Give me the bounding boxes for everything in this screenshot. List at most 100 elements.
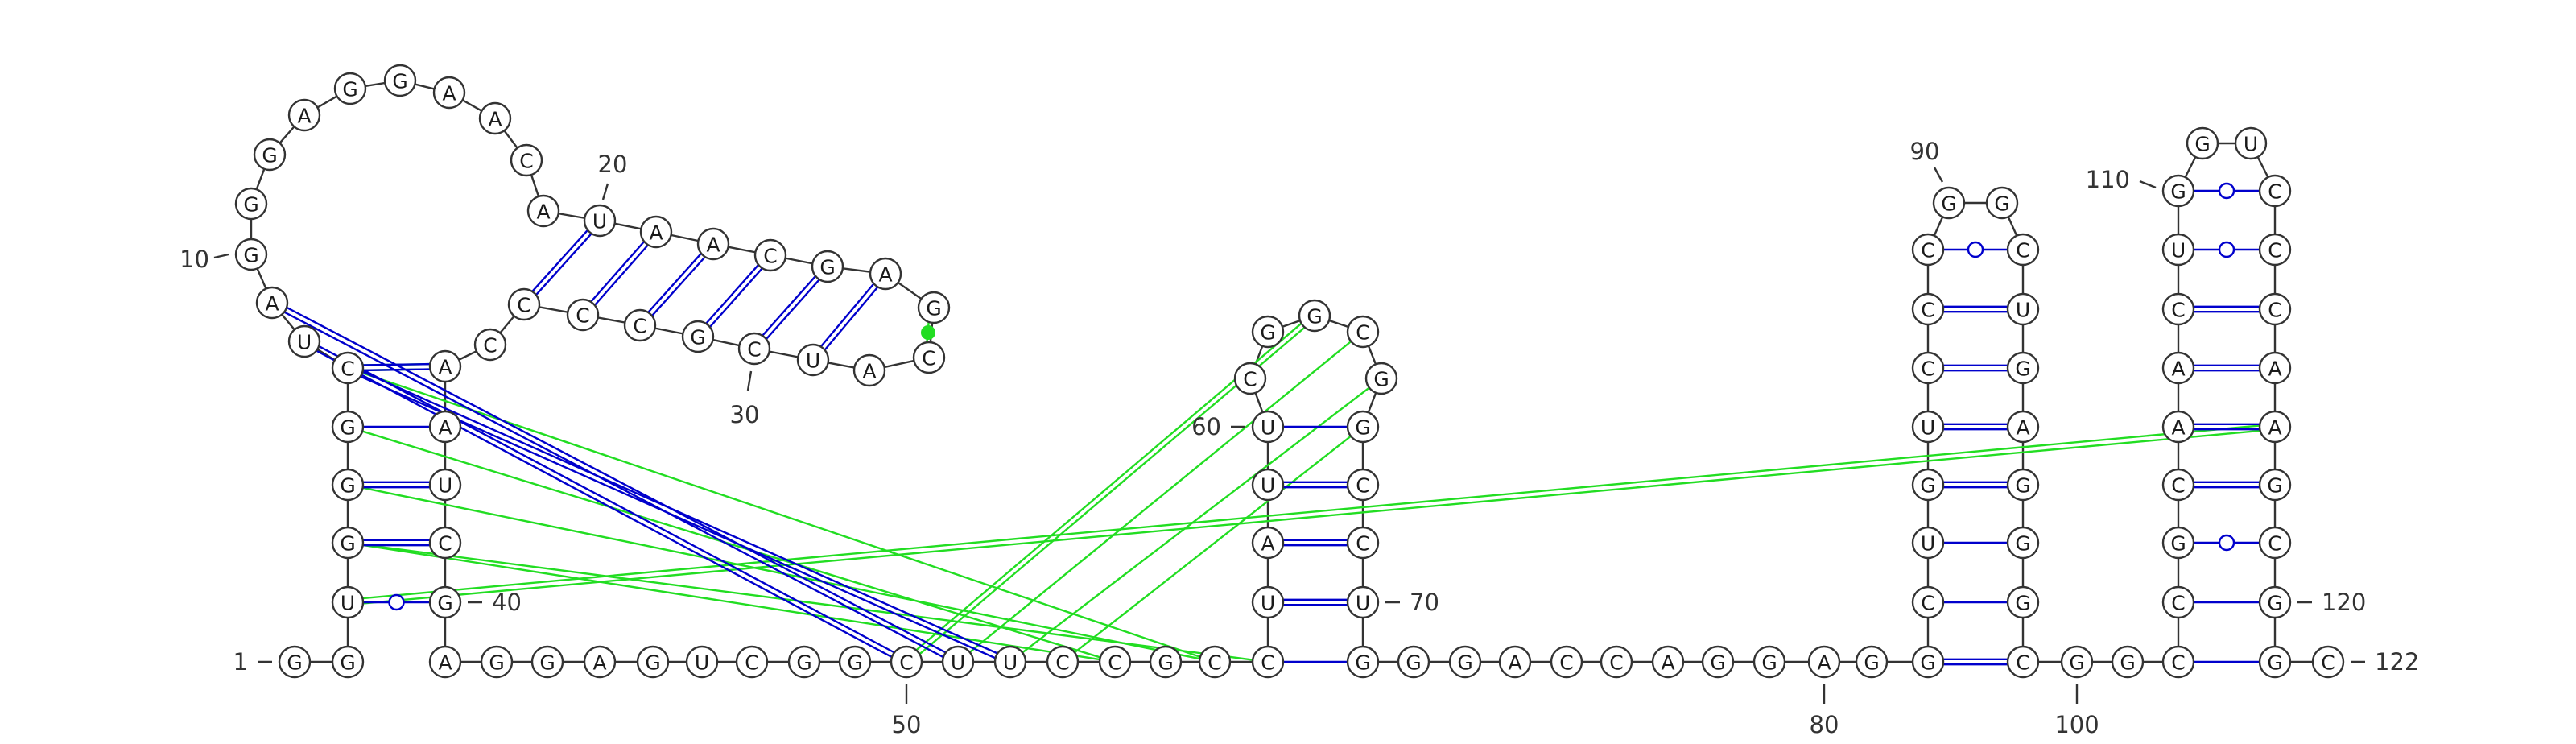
nucleotide-7: C bbox=[331, 351, 365, 385]
svg-text:C: C bbox=[747, 338, 761, 362]
nucleotide-94: G bbox=[2006, 351, 2040, 385]
nucleotide-120: G bbox=[2258, 585, 2292, 619]
svg-text:C: C bbox=[2268, 239, 2281, 262]
nucleotide-64: G bbox=[1298, 299, 1331, 333]
position-label-10: 10 bbox=[180, 246, 229, 273]
nucleotide-74: A bbox=[1498, 645, 1532, 679]
svg-text:G: G bbox=[2015, 474, 2030, 498]
svg-text:A: A bbox=[1261, 532, 1274, 556]
nucleotide-21: A bbox=[639, 215, 673, 249]
nucleotide-22: A bbox=[696, 227, 730, 261]
nucleotide-50: C bbox=[890, 645, 923, 679]
position-label-80: 80 bbox=[1810, 684, 1839, 738]
svg-text:A: A bbox=[649, 221, 663, 245]
svg-text:A: A bbox=[706, 234, 720, 257]
svg-text:U: U bbox=[1921, 416, 1935, 440]
svg-text:70: 70 bbox=[1410, 589, 1439, 616]
nucleotide-75: C bbox=[1550, 645, 1583, 679]
nucleotide-24: G bbox=[811, 250, 844, 283]
svg-text:C: C bbox=[483, 334, 497, 358]
nucleotide-35: C bbox=[473, 328, 507, 362]
nucleotide-61: U bbox=[1251, 410, 1285, 444]
svg-text:G: G bbox=[2267, 651, 2282, 675]
svg-text:G: G bbox=[2267, 592, 2282, 615]
svg-text:C: C bbox=[899, 651, 913, 675]
nucleotide-41: A bbox=[428, 645, 462, 679]
svg-text:60: 60 bbox=[1191, 413, 1221, 440]
nucleotide-81: G bbox=[1855, 645, 1889, 679]
svg-text:C: C bbox=[745, 651, 758, 675]
nucleotide-52: U bbox=[993, 645, 1027, 679]
svg-text:U: U bbox=[438, 474, 452, 498]
svg-text:A: A bbox=[1508, 651, 1521, 675]
nucleotide-80: A bbox=[1807, 645, 1841, 679]
nucleotide-11: G bbox=[234, 187, 268, 221]
svg-text:A: A bbox=[2171, 416, 2185, 440]
nucleotide-47: C bbox=[735, 645, 769, 679]
svg-text:G: G bbox=[340, 532, 355, 556]
svg-text:120: 120 bbox=[2322, 589, 2366, 616]
svg-text:U: U bbox=[592, 210, 607, 234]
base-pair-108-115 bbox=[2194, 305, 2260, 313]
nucleotide-89: C bbox=[1911, 233, 1945, 267]
svg-text:C: C bbox=[1261, 651, 1274, 675]
base-pair-110-113 bbox=[2194, 182, 2260, 200]
svg-text:U: U bbox=[1261, 416, 1275, 440]
svg-text:U: U bbox=[1921, 532, 1935, 556]
svg-text:U: U bbox=[297, 331, 312, 354]
base-pair-4-39 bbox=[363, 539, 430, 547]
svg-text:A: A bbox=[2016, 416, 2029, 440]
svg-text:C: C bbox=[1108, 651, 1121, 675]
nucleotide-26: G bbox=[917, 291, 951, 324]
nucleotide-85: G bbox=[1911, 468, 1945, 502]
base-pair-21-33 bbox=[590, 241, 649, 306]
tertiary-pair-4-57 bbox=[362, 544, 1253, 661]
nucleotide-18: C bbox=[510, 143, 543, 177]
nucleotide-106: A bbox=[2161, 410, 2195, 444]
svg-text:G: G bbox=[796, 651, 811, 675]
svg-text:G: G bbox=[1260, 321, 1275, 345]
base-pair-106-117 bbox=[2194, 423, 2260, 431]
tertiary-pair-3-117 bbox=[362, 424, 2260, 605]
position-label-110: 110 bbox=[2086, 166, 2157, 193]
nucleotide-15: G bbox=[383, 64, 417, 97]
nucleotide-42: G bbox=[480, 645, 514, 679]
svg-text:100: 100 bbox=[2054, 711, 2099, 738]
nucleotide-87: C bbox=[1911, 351, 1945, 385]
svg-text:G: G bbox=[2120, 651, 2135, 675]
nucleotide-55: G bbox=[1149, 645, 1183, 679]
svg-text:G: G bbox=[2015, 358, 2030, 381]
nucleotide-13: A bbox=[287, 98, 321, 132]
svg-text:C: C bbox=[2016, 239, 2029, 262]
nucleotide-49: G bbox=[838, 645, 872, 679]
nucleotide-12: G bbox=[253, 138, 287, 172]
svg-text:U: U bbox=[1261, 474, 1275, 498]
svg-text:C: C bbox=[2268, 180, 2281, 204]
nucleotide-48: G bbox=[787, 645, 821, 679]
svg-text:20: 20 bbox=[598, 151, 628, 178]
nucleotide-43: G bbox=[530, 645, 564, 679]
position-label-30: 30 bbox=[730, 370, 759, 428]
svg-text:A: A bbox=[438, 416, 452, 440]
svg-text:C: C bbox=[1559, 651, 1573, 675]
nucleotide-4: G bbox=[331, 526, 365, 560]
nucleotide-59: A bbox=[1251, 526, 1285, 560]
base-pair-87-94 bbox=[1943, 364, 2008, 372]
nucleotide-9: A bbox=[255, 286, 289, 320]
svg-text:A: A bbox=[297, 105, 311, 128]
svg-text:C: C bbox=[1921, 358, 1934, 381]
base-pair-109-114 bbox=[2194, 241, 2260, 258]
svg-text:C: C bbox=[1609, 651, 1623, 675]
svg-text:G: G bbox=[262, 144, 277, 167]
base-pair-5-38 bbox=[363, 481, 430, 489]
nucleotide-30: C bbox=[737, 332, 771, 366]
nucleotide-122: C bbox=[2311, 645, 2345, 679]
nucleotide-68: C bbox=[1346, 468, 1380, 502]
nucleotide-83: C bbox=[1911, 585, 1945, 619]
svg-text:C: C bbox=[2171, 299, 2185, 322]
nucleotide-100: G bbox=[2060, 645, 2094, 679]
svg-text:G: G bbox=[1406, 651, 1421, 675]
svg-text:C: C bbox=[1356, 321, 1369, 345]
